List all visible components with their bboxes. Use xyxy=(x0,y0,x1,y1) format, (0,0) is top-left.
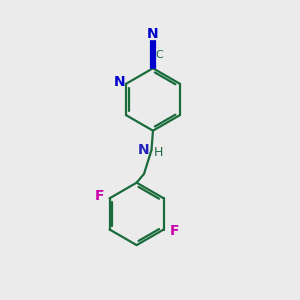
Text: C: C xyxy=(155,50,163,60)
Text: N: N xyxy=(147,27,159,41)
Text: N: N xyxy=(114,75,125,89)
Text: F: F xyxy=(169,224,179,238)
Text: H: H xyxy=(154,146,164,159)
Text: F: F xyxy=(94,189,104,203)
Text: N: N xyxy=(137,143,149,157)
